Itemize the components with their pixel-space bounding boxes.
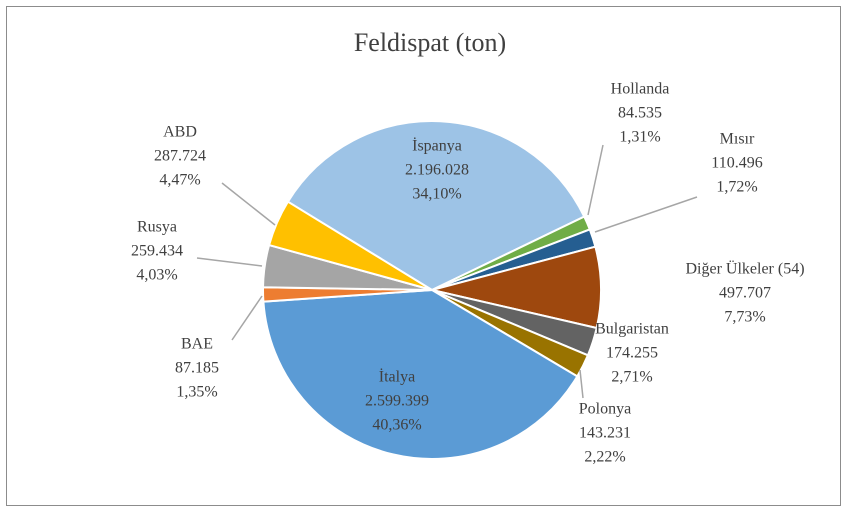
slice-name: Hollanda	[611, 81, 670, 98]
slice-value: 287.724	[154, 148, 206, 165]
slice-value: 2.196.028	[405, 162, 469, 179]
slice-name: Mısır	[720, 131, 755, 148]
slice-name: Bulgaristan	[595, 321, 669, 338]
pie-slice	[286, 120, 586, 292]
pie-slice	[262, 288, 579, 460]
slice-percentage: 1,72%	[716, 179, 757, 196]
slice-value: 87.185	[175, 360, 219, 377]
slice-percentage: 2,22%	[584, 449, 625, 466]
slice-name: Rusya	[137, 219, 177, 236]
leader-line	[231, 295, 263, 341]
slice-value: 143.231	[579, 425, 631, 442]
slice-value: 84.535	[618, 105, 662, 122]
leader-line	[579, 369, 584, 399]
slice-value: 2.599.399	[365, 393, 429, 410]
slice-percentage: 2,71%	[611, 369, 652, 386]
slice-percentage: 7,73%	[724, 309, 765, 326]
slice-percentage: 4,47%	[159, 172, 200, 189]
slice-percentage: 40,36%	[372, 417, 421, 434]
pie-slice	[267, 200, 433, 291]
slice-value: 259.434	[131, 243, 183, 260]
leader-line	[221, 182, 276, 226]
slice-value: 110.496	[711, 155, 762, 172]
leader-line	[587, 144, 604, 216]
slice-value: 174.255	[606, 345, 658, 362]
slice-name: İspanya	[412, 137, 462, 155]
slice-percentage: 34,10%	[412, 186, 461, 203]
chart-title: Feldispat (ton)	[354, 28, 506, 57]
slice-percentage: 1,35%	[176, 384, 217, 401]
slice-value: 497.707	[719, 285, 771, 302]
slice-name: Diğer Ülkeler (54)	[685, 260, 804, 278]
leader-line	[196, 257, 263, 267]
slice-name: Polonya	[579, 401, 631, 418]
leader-line	[594, 196, 698, 233]
slice-name: ABD	[163, 124, 197, 141]
slice-percentage: 1,31%	[619, 129, 660, 146]
slice-name: BAE	[181, 336, 213, 353]
slice-percentage: 4,03%	[136, 267, 177, 284]
slice-name: İtalya	[379, 368, 415, 386]
